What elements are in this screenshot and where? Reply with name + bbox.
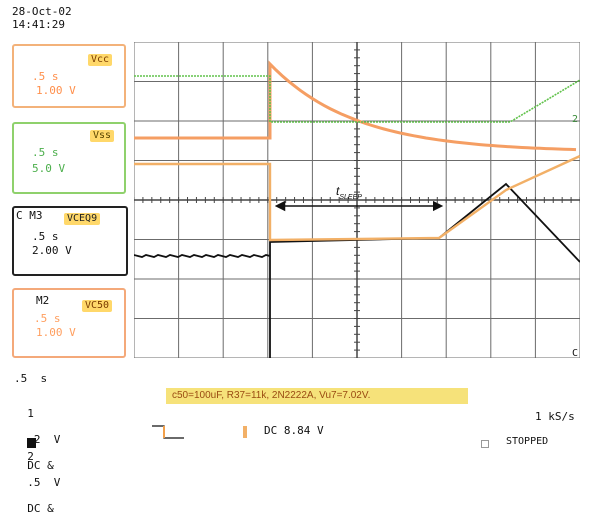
traces [134, 60, 580, 358]
ch2-volts: .5 V [27, 476, 61, 489]
run-status-icon [481, 440, 489, 448]
vss-line1: .5 s [32, 146, 59, 159]
datetime: 28-Oct-02 14:41:29 [12, 5, 72, 31]
timebase-label: .5 s [14, 372, 48, 385]
vc50-title: M2 [36, 294, 50, 307]
run-status: STOPPED [506, 436, 549, 447]
waveform-svg: tSLEEP 2 C [134, 42, 580, 358]
vcc-tag: Vcc [88, 54, 113, 66]
vcc-trace [134, 60, 577, 152]
vceq-trace [134, 182, 580, 358]
annotation-bar: c50=100uF, R37=11k, 2N2222A, Vu7=7.02V. [166, 388, 468, 404]
date-label: 28-Oct-02 [12, 5, 72, 18]
sample-rate: 1 kS/s [535, 410, 575, 423]
vceq-title: C M3 [16, 209, 43, 222]
trigger-level: DC 8.84 V [264, 424, 324, 437]
vss-tag: Vss [90, 130, 115, 142]
marker-c: C [572, 348, 578, 358]
vss-trace [134, 75, 580, 123]
vss-panel[interactable]: Vss .5 s 5.0 V [12, 122, 126, 194]
selected-channel-icon [27, 438, 37, 448]
scope-display[interactable]: tSLEEP 2 C [134, 42, 580, 358]
vcc-line2: 1.00 V [36, 84, 76, 97]
tsleep-label: tSLEEP [336, 184, 362, 201]
vcc-panel[interactable]: Vcc .5 s 1.00 V [12, 44, 126, 108]
trigger-marker-icon [243, 426, 247, 438]
trigger-edge-icon [150, 422, 188, 442]
marker-2: 2 [572, 114, 578, 125]
vss-line2: 5.0 V [32, 162, 66, 175]
ch2-coupling: DC & [27, 502, 54, 515]
vcc-line1: .5 s [32, 70, 59, 83]
vc50-trace [134, 154, 580, 242]
vc50-line1: .5 s [34, 312, 61, 325]
vceq-line2: 2.00 V [32, 244, 72, 257]
vc50-line2: 1.00 V [36, 326, 76, 339]
ch1-num: 1 [27, 407, 34, 420]
vc50-panel[interactable]: M2 VC50 .5 s 1.00 V [12, 288, 126, 358]
vceq-panel[interactable]: C M3 VCEQ9 .5 s 2.00 V [12, 206, 128, 276]
ch2-row[interactable]: 2 .5 V DC & [14, 424, 60, 515]
vceq-line1: .5 s [32, 230, 59, 243]
time-label: 14:41:29 [12, 18, 65, 31]
vc50-tag: VC50 [82, 300, 113, 312]
vceq-tag: VCEQ9 [64, 213, 101, 225]
